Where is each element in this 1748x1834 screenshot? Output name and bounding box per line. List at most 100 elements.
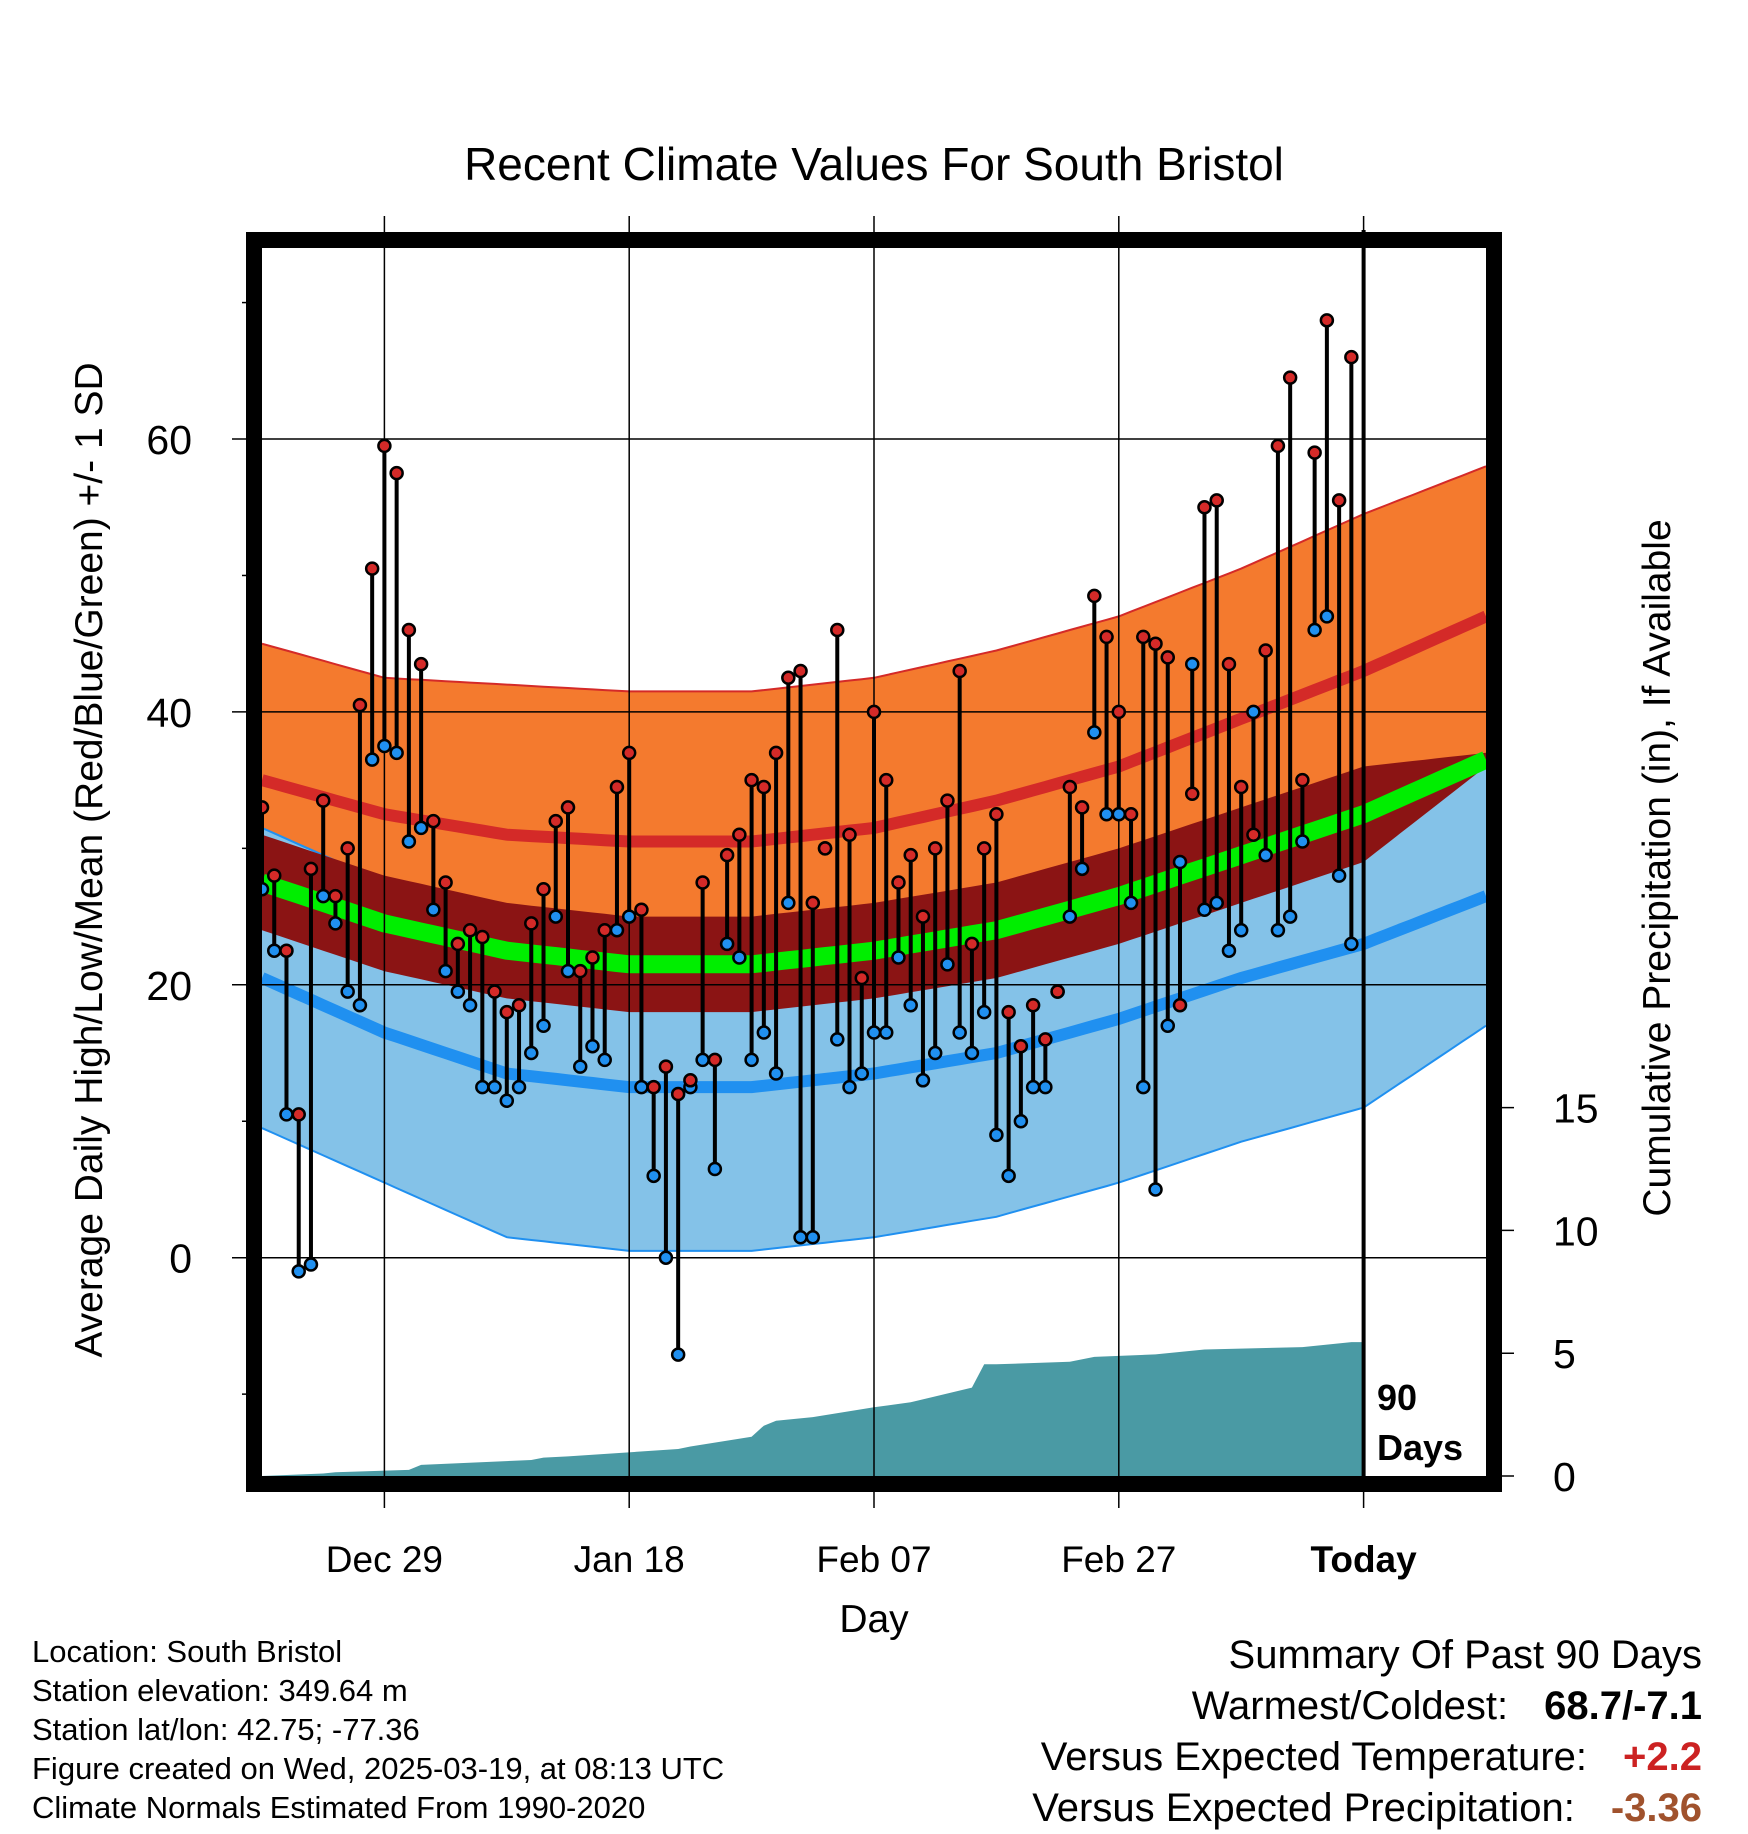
daily-low-point [866, 1025, 882, 1040]
daily-low-point [707, 1161, 723, 1177]
summary-panel: Summary Of Past 90 Days Warmest/Coldest:… [1032, 1630, 1702, 1834]
daily-high-point [1233, 779, 1249, 795]
daily-high-point [450, 936, 466, 952]
temp-value: +2.2 [1623, 1735, 1702, 1779]
daily-high-point [548, 813, 564, 829]
daily-low-point [854, 1066, 870, 1081]
daily-low-point [609, 922, 625, 938]
daily-high-point [291, 1107, 306, 1122]
temp-label: Versus Expected Temperature: [1040, 1735, 1588, 1779]
daily-high-point [475, 929, 490, 945]
y-right-tick-label: 15 [1553, 1086, 1599, 1132]
daily-low-point [781, 895, 796, 911]
daily-low-point [976, 1004, 992, 1020]
daily-high-point [915, 909, 931, 924]
daily-low-point [401, 834, 417, 849]
today-days-label-number: 90 [1377, 1377, 1417, 1418]
daily-high-point [707, 1052, 723, 1068]
daily-low-point [487, 1079, 502, 1095]
plot-content [262, 248, 1486, 1476]
daily-low-point [279, 1107, 294, 1122]
y-tick-label: 20 [146, 963, 192, 1009]
daily-high-point [401, 622, 417, 638]
plot-frame [246, 232, 1502, 1492]
daily-low-point [1172, 854, 1188, 870]
daily-low-point [560, 963, 576, 979]
daily-high-point [1123, 806, 1139, 822]
daily-low-point [262, 882, 270, 897]
daily-low-point [646, 1168, 661, 1184]
daily-high-point [352, 697, 368, 713]
daily-low-point [328, 916, 343, 931]
daily-high-point [1013, 1038, 1029, 1054]
daily-low-point [511, 1079, 527, 1095]
daily-high-point [315, 793, 331, 808]
daily-high-point [1025, 998, 1041, 1013]
daily-high-point [1307, 445, 1322, 460]
daily-low-point [389, 745, 404, 761]
daily-low-point [1344, 936, 1359, 952]
daily-low-point [658, 1250, 674, 1265]
daily-low-point [1025, 1079, 1041, 1095]
daily-low-point [266, 943, 282, 958]
daily-high-point [266, 868, 282, 883]
daily-low-point [413, 820, 429, 836]
daily-high-point [903, 847, 918, 863]
daily-low-point [952, 1025, 967, 1040]
daily-low-point [670, 1347, 686, 1362]
y-tick-label: 40 [146, 690, 192, 736]
daily-high-point [572, 963, 588, 979]
daily-low-point [1038, 1079, 1053, 1095]
y-axis-label-right: Cumulative Precipitation (in), If Availa… [1636, 519, 1679, 1216]
daily-high-point [1160, 650, 1176, 665]
daily-high-point [964, 936, 980, 952]
daily-low-point [438, 963, 453, 979]
daily-high-point [927, 841, 943, 856]
daily-low-point [989, 1127, 1004, 1143]
daily-high-point [1331, 493, 1347, 508]
daily-high-point [438, 875, 453, 890]
daily-low-point [315, 888, 331, 904]
daily-high-point [499, 1004, 515, 1020]
daily-high-point [842, 827, 857, 842]
daily-low-point [352, 998, 368, 1013]
daily-high-point [1344, 349, 1359, 365]
daily-low-point [964, 1045, 980, 1061]
daily-high-point [1099, 629, 1114, 645]
daily-low-point [1197, 902, 1212, 918]
daily-high-point [1111, 704, 1127, 720]
daily-low-point [1258, 847, 1273, 863]
daily-low-point [891, 950, 906, 965]
daily-low-point [1295, 834, 1310, 849]
daily-low-point [732, 950, 747, 965]
daily-high-point [1197, 499, 1212, 515]
daily-low-point [1184, 656, 1200, 672]
daily-high-point [878, 772, 894, 788]
daily-high-point [1172, 998, 1188, 1013]
daily-low-point [1111, 806, 1127, 822]
daily-high-point [1184, 786, 1200, 802]
daily-low-point [1209, 895, 1224, 911]
x-tick-label: Today [1310, 1539, 1417, 1580]
daily-high-point [262, 800, 270, 815]
daily-low-point [303, 1257, 319, 1272]
daily-low-point [377, 738, 392, 754]
daily-high-point [744, 772, 759, 788]
chart-title: Recent Climate Values For South Bristol [464, 138, 1284, 190]
daily-low-point [1246, 704, 1261, 720]
daily-high-point [536, 882, 551, 897]
daily-high-point [1295, 772, 1310, 788]
daily-low-point [585, 1038, 600, 1054]
daily-high-point [732, 827, 747, 842]
today-days-label-word: Days [1377, 1427, 1463, 1468]
daily-low-point [793, 1229, 808, 1245]
daily-high-point [340, 841, 355, 856]
daily-high-point [597, 922, 612, 938]
daily-high-point [817, 841, 833, 856]
daily-low-point [1307, 622, 1322, 638]
warmest-label: Warmest/Coldest: [1191, 1684, 1509, 1728]
x-axis-label: Day [839, 1598, 909, 1641]
daily-low-point [621, 909, 637, 924]
daily-low-point [450, 984, 466, 999]
